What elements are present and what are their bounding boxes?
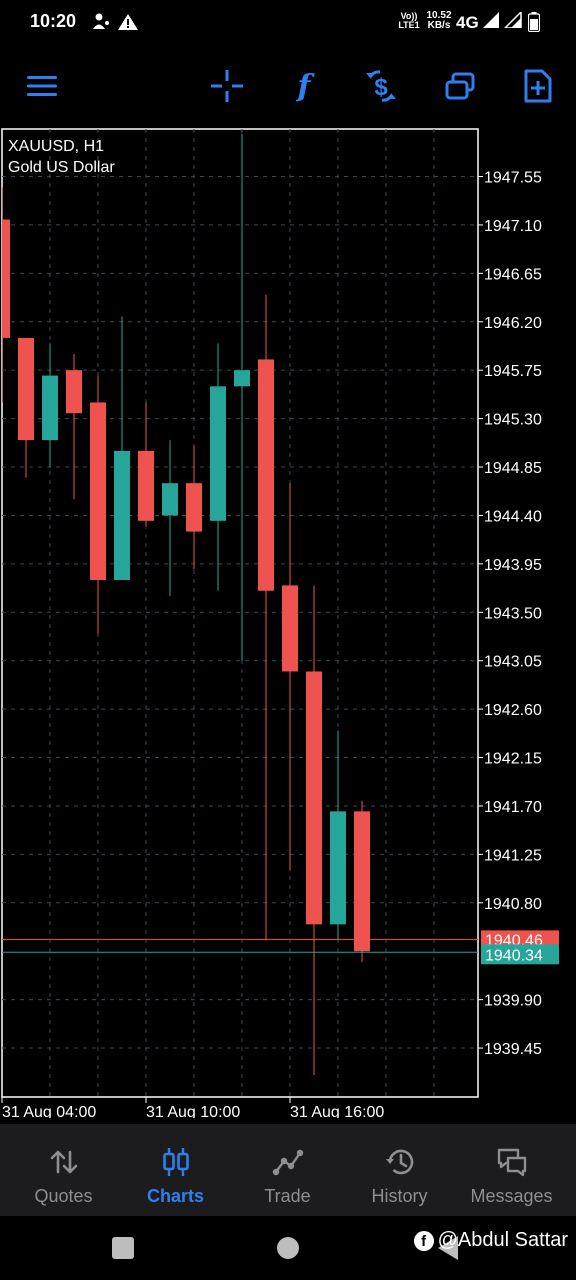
y-tick-label: 1947.55 [484,170,542,187]
bid-price-label: 1940.34 [485,947,543,964]
y-tick-label: 1946.65 [484,266,542,283]
y-tick-label: 1943.95 [484,557,542,574]
y-tick-label: 1941.25 [484,847,542,864]
candle-bear [2,219,10,338]
menu-button[interactable] [22,66,62,106]
ask-price-box [481,930,559,948]
add-window-icon [524,69,552,103]
y-tick-label: 1946.20 [484,315,542,332]
candle-bull [330,811,346,925]
y-tick-label: 1940.80 [484,896,542,913]
signal-icon [504,12,522,28]
nav-charts-label: Charts [146,1186,204,1206]
candle-bull [234,370,250,387]
candle-bear [90,402,106,580]
trade-icon: $ [366,70,396,102]
objects-button[interactable] [440,66,480,106]
recents-button[interactable] [112,1237,134,1264]
x-tick-label: 31 Aug 04:00 [2,1104,96,1118]
y-tick-label: 1945.30 [484,412,542,429]
candle-bear [18,337,34,441]
x-tick-label: 31 Aug 10:00 [146,1104,240,1118]
history-icon [385,1149,413,1175]
person-location-icon [93,13,138,30]
y-tick-label: 1942.15 [484,751,542,768]
nav-trade[interactable]: Trade [230,1124,345,1216]
watermark-text: @Abdul Sattar [437,1229,568,1251]
candle-bear [66,370,82,414]
candle-bear [306,671,322,925]
nav-trade-label: Trade [264,1186,311,1206]
signal-icon [483,12,499,28]
candle-bear [186,483,202,532]
messages-icon [497,1148,526,1177]
chart-toolbar: f $ [0,50,576,120]
candlestick-chart[interactable]: 1947.55 1947.10 1946.65 1946.20 1945.75 1945.… [0,128,576,1118]
nav-history[interactable]: History [342,1124,457,1216]
nav-quotes-label: Quotes [34,1186,93,1206]
nav-history-label: History [371,1186,428,1206]
chart-symbol: XAUUSD, H1 [8,138,105,155]
trade-icon [272,1149,303,1176]
back-icon [438,1236,458,1260]
nav-messages[interactable]: Messages [454,1124,569,1216]
net-speed: 10.52 KB/s [426,10,452,31]
y-tick-label: 1947.10 [484,218,542,235]
objects-icon [445,72,475,100]
facebook-icon: f [413,1230,434,1251]
chart-symbol-description: Gold US Dollar [8,159,115,176]
svg-text:$: $ [374,74,388,101]
status-right-icons: Vo)) LTE1 10.52 KB/s 4G [398,10,548,34]
crosshair-button[interactable] [207,66,247,106]
candle-bull [162,483,178,516]
candle-bear [354,811,370,952]
candle-bull [42,375,58,441]
y-tick-label: 1941.70 [484,799,542,816]
plot-frame [1,128,479,1098]
back-button[interactable] [436,1235,460,1266]
candle-bull [210,386,226,521]
menu-icon [27,76,57,96]
nav-quotes[interactable]: Quotes [6,1124,121,1216]
home-icon [277,1237,299,1259]
add-window-button[interactable] [518,66,558,106]
candle-bear [282,585,298,672]
status-left-icons [92,12,142,32]
nav-charts[interactable]: Charts [118,1124,233,1216]
system-nav-bar: f @Abdul Sattar [0,1216,576,1280]
network-type: 4G [456,13,479,32]
x-tick-label: 31 Aug 16:00 [290,1104,384,1118]
trade-button[interactable]: $ [361,66,401,106]
watermark: f @Abdul Sattar [413,1229,568,1252]
candle-bear [258,359,274,591]
status-time: 10:20 [30,11,77,31]
y-tick-label: 1944.85 [484,460,542,477]
charts-icon [162,1148,189,1176]
home-button[interactable] [277,1237,299,1264]
chart-area[interactable]: 1947.55 1947.10 1946.65 1946.20 1945.75 1945.… [0,128,576,1118]
candle-bear [138,450,154,521]
bid-price-box [481,944,559,965]
quotes-icon [50,1150,77,1174]
indicators-icon: f [297,68,311,104]
status-bar: 10:20 Vo)) LTE1 10.52 KB/s 4G [0,0,576,44]
y-tick-label: 1942.60 [484,702,542,719]
volte-indicator: Vo)) LTE1 [398,11,420,30]
battery-icon [528,12,540,32]
y-tick-label: 1945.75 [484,363,542,380]
crosshair-icon [211,70,243,102]
candles-group [2,133,370,1075]
y-tick-label: 1939.90 [484,993,542,1010]
y-tick-label: 1943.50 [484,605,542,622]
y-tick-label: 1944.40 [484,508,542,525]
recents-icon [112,1237,134,1259]
candle-bull [114,450,130,580]
indicators-button[interactable]: f [284,66,324,106]
y-tick-label: 1943.05 [484,654,542,671]
y-tick-label: 1939.45 [484,1041,542,1058]
bottom-nav: Quotes Charts Trade History [0,1124,576,1216]
nav-messages-label: Messages [470,1186,553,1206]
